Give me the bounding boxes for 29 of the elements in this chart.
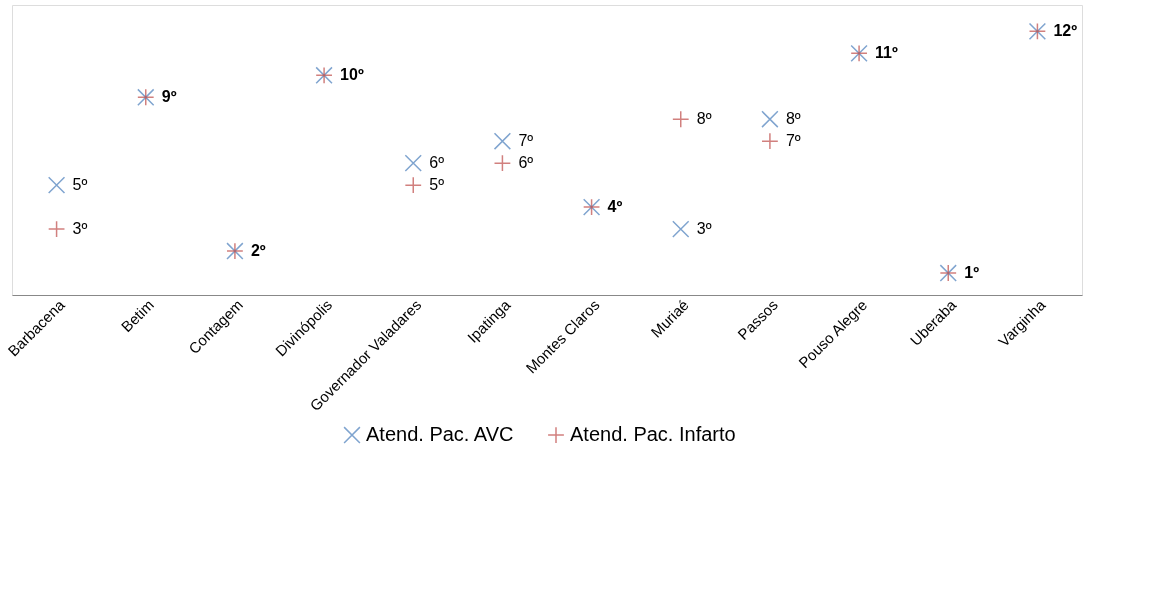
point — [761, 110, 779, 128]
data-label: 7º — [518, 132, 534, 150]
data-label: 2º — [250, 242, 266, 260]
point — [47, 220, 66, 238]
data-label: 9º — [161, 88, 177, 106]
point — [493, 154, 512, 172]
legend-label: Atend. Pac. Infarto — [570, 423, 736, 446]
data-label: 4º — [607, 198, 623, 216]
data-label: 5º — [429, 176, 445, 194]
point — [404, 176, 422, 194]
data-label: 1º — [964, 264, 980, 282]
data-label: 3º — [72, 220, 88, 238]
point — [761, 132, 779, 150]
data-label: 10º — [340, 66, 364, 84]
point — [672, 110, 690, 128]
data-label: 11º — [875, 44, 898, 62]
data-label: 6º — [429, 154, 445, 172]
data-label: 8º — [696, 110, 712, 128]
data-label: 8º — [785, 110, 801, 128]
point — [47, 176, 66, 194]
point — [404, 154, 422, 172]
data-label: 7º — [785, 132, 801, 150]
point — [672, 220, 690, 238]
data-label: 6º — [518, 154, 534, 172]
point — [493, 132, 512, 150]
data-label: 5º — [72, 176, 88, 194]
data-label: 12º — [1053, 22, 1078, 40]
data-label: 3º — [696, 220, 712, 238]
legend-label: Atend. Pac. AVC — [366, 423, 514, 446]
